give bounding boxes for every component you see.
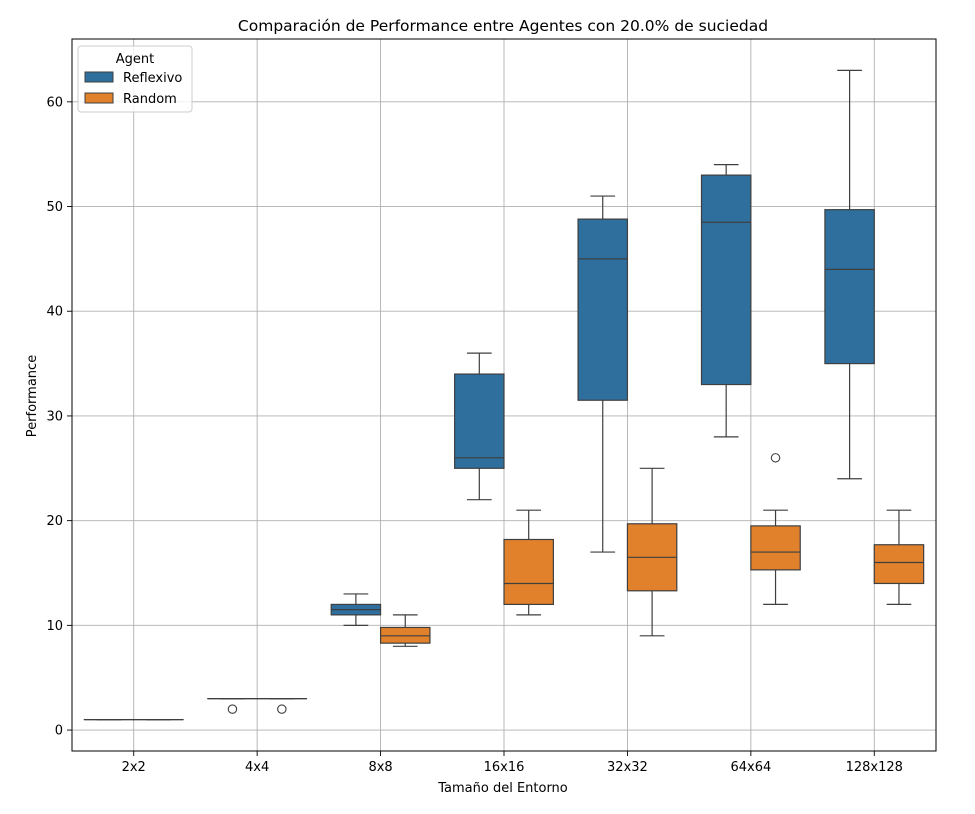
chart-title: Comparación de Performance entre Agentes… (238, 17, 768, 35)
legend: Agent Reflexivo Random (78, 46, 192, 112)
box-body (751, 526, 800, 570)
legend-swatch-reflexivo (85, 72, 113, 82)
box-body (578, 219, 627, 400)
y-tick-label: 0 (55, 724, 63, 739)
outlier-point (771, 454, 779, 462)
y-axis-label: Performance (25, 355, 40, 437)
box-reflexivo-16x16 (455, 353, 504, 500)
box-reflexivo-32x32 (578, 196, 627, 552)
box-reflexivo-4x4 (208, 699, 257, 714)
outlier-point (228, 705, 236, 713)
box-random-64x64 (751, 454, 800, 605)
legend-title: Agent (116, 52, 154, 67)
y-tick-label: 60 (46, 95, 63, 110)
y-tick-label: 50 (46, 200, 63, 215)
x-tick-label: 2x2 (122, 760, 146, 775)
x-tick-label: 4x4 (245, 760, 269, 775)
x-axis-label: Tamaño del Entorno (437, 781, 568, 796)
box-random-8x8 (381, 615, 430, 646)
y-tick-label: 30 (46, 409, 63, 424)
box-random-16x16 (504, 510, 553, 615)
box-random-4x4 (257, 699, 306, 714)
x-tick-label: 8x8 (368, 760, 392, 775)
outlier-point (278, 705, 286, 713)
box-body (701, 175, 750, 384)
x-tick-label: 64x64 (730, 760, 771, 775)
y-tick-label: 20 (46, 514, 63, 529)
box-body (874, 545, 923, 584)
x-tick-label: 32x32 (607, 760, 648, 775)
box-body (455, 374, 504, 468)
box-random-128x128 (874, 510, 923, 604)
x-tick-label: 16x16 (484, 760, 525, 775)
box-body (825, 210, 874, 364)
x-tick-label: 128x128 (846, 760, 903, 775)
legend-swatch-random (85, 93, 113, 103)
box-reflexivo-8x8 (331, 594, 380, 625)
box-body (504, 539, 553, 604)
legend-label-reflexivo: Reflexivo (123, 71, 182, 86)
box-reflexivo-64x64 (701, 165, 750, 437)
y-tick-label: 40 (46, 305, 63, 320)
y-tick-label: 10 (46, 619, 63, 634)
legend-label-random: Random (123, 92, 177, 107)
box-random-32x32 (627, 468, 676, 636)
box-reflexivo-128x128 (825, 70, 874, 478)
